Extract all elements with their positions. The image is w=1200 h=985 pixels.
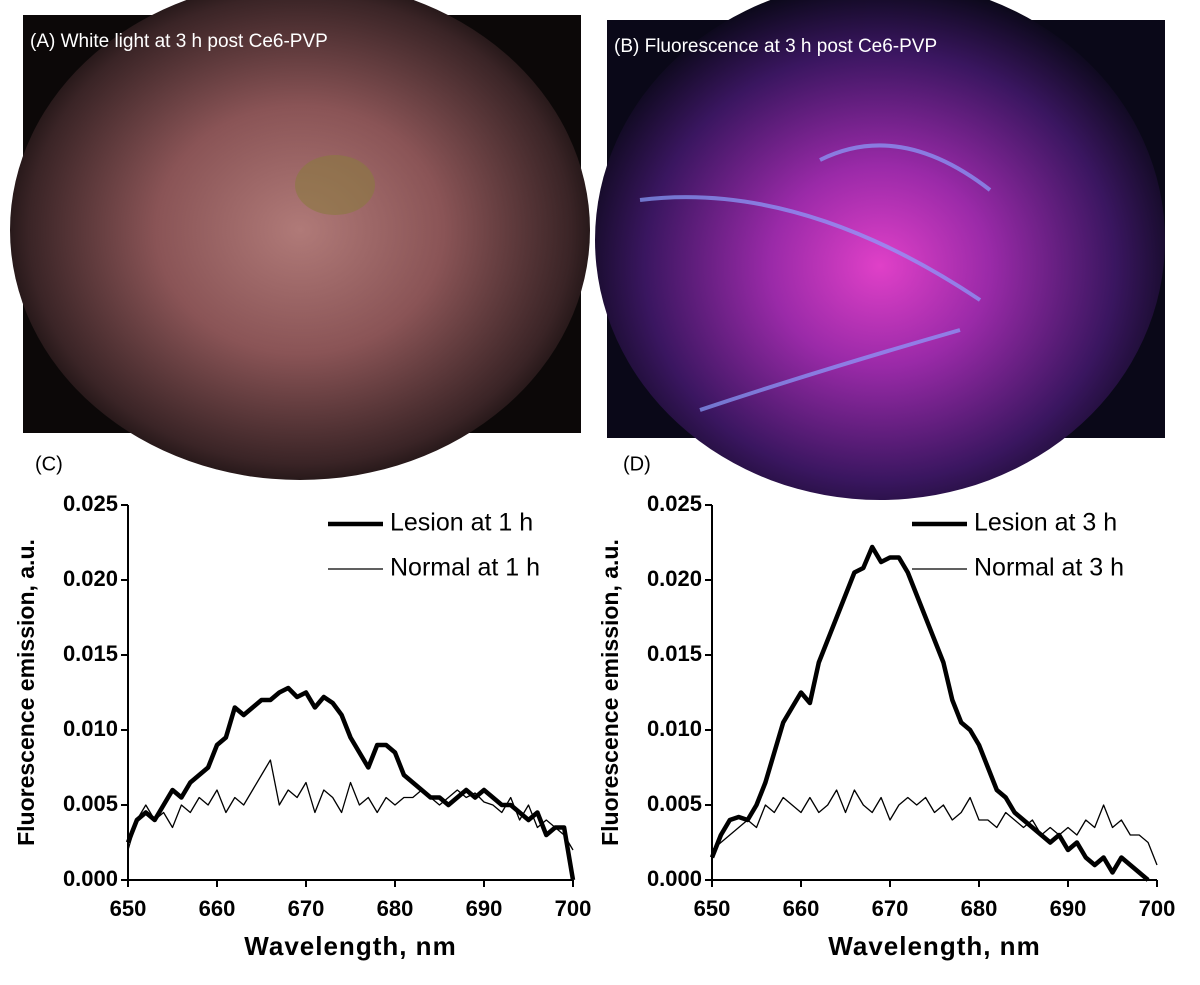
photo-b: (B) Fluorescence at 3 h post Ce6-PVP (595, 0, 1165, 500)
panel-label: (C) (35, 453, 63, 475)
y-tick-label: 0.000 (647, 866, 702, 891)
x-axis-title: Wavelength, nm (828, 931, 1040, 961)
y-tick-label: 0.010 (63, 716, 118, 741)
x-tick-label: 650 (694, 896, 731, 921)
x-tick-label: 680 (961, 896, 998, 921)
photo-a: (A) White light at 3 h post Ce6-PVP (10, 0, 590, 480)
x-tick-label: 670 (288, 896, 325, 921)
legend-label: Normal at 3 h (974, 554, 1124, 582)
x-tick-label: 660 (199, 896, 236, 921)
y-tick-label: 0.005 (63, 791, 118, 816)
x-axis-title: Wavelength, nm (244, 931, 456, 961)
x-tick-label: 690 (1050, 896, 1087, 921)
x-tick-label: 700 (555, 896, 592, 921)
photo-caption: (A) White light at 3 h post Ce6-PVP (30, 31, 328, 52)
y-axis-title: Fluorescence emission, a.u. (13, 539, 39, 846)
legend-label: Normal at 1 h (390, 554, 540, 582)
panel-label: (D) (623, 453, 651, 475)
legend-label: Lesion at 1 h (390, 509, 533, 537)
y-tick-label: 0.025 (647, 491, 702, 516)
legend-label: Lesion at 3 h (974, 509, 1117, 537)
x-tick-label: 700 (1139, 896, 1176, 921)
y-tick-label: 0.025 (63, 491, 118, 516)
y-tick-label: 0.015 (647, 641, 702, 666)
y-tick-label: 0.020 (63, 566, 118, 591)
y-tick-label: 0.010 (647, 716, 702, 741)
y-tick-label: 0.020 (647, 566, 702, 591)
line-series (127, 759, 574, 851)
line-series (125, 685, 576, 881)
line-series (709, 544, 1150, 882)
y-tick-label: 0.015 (63, 641, 118, 666)
x-tick-label: 650 (110, 896, 147, 921)
line-series (711, 789, 1158, 866)
x-tick-label: 680 (377, 896, 414, 921)
x-tick-label: 660 (783, 896, 820, 921)
y-axis-title: Fluorescence emission, a.u. (597, 539, 623, 846)
x-tick-label: 690 (466, 896, 503, 921)
x-tick-label: 670 (872, 896, 909, 921)
chart: (D) 0.000 0.005 0.010 0.015 0.020 0.025 650 660 6… (597, 453, 1175, 961)
y-tick-label: 0.000 (63, 866, 118, 891)
photo-caption: (B) Fluorescence at 3 h post Ce6-PVP (614, 36, 937, 57)
y-tick-label: 0.005 (647, 791, 702, 816)
chart: (C) 0.000 0.005 0.010 0.015 0.020 0.025 650 660 6… (13, 453, 591, 961)
